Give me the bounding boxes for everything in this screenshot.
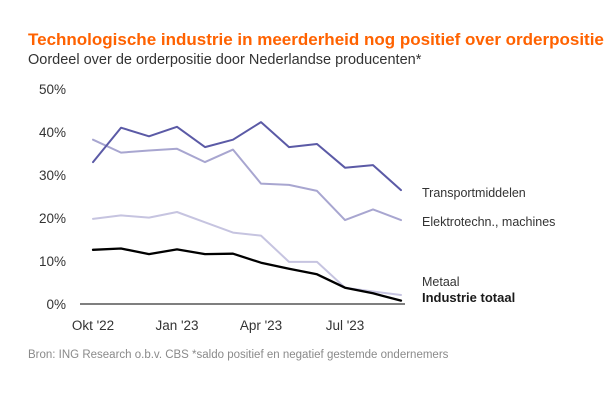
y-tick-label: 30% [39, 168, 66, 183]
chart-subtitle: Oordeel over de orderpositie door Nederl… [28, 52, 422, 68]
series-line-metaal [92, 211, 402, 296]
x-tick-label: Jan '23 [155, 318, 198, 333]
chart-title: Technologische industrie in meerderheid … [28, 30, 604, 49]
series-line-transportmiddelen [92, 121, 402, 192]
series-line-elektrotechn-machines [92, 138, 402, 222]
series-line-industrie-totaal [91, 247, 403, 302]
x-tick-label: Okt '22 [72, 318, 114, 333]
series-label: Industrie totaal [422, 290, 515, 305]
y-tick-label: 20% [39, 211, 66, 226]
series-label: Metaal [422, 275, 460, 289]
y-tick-label: 0% [46, 297, 66, 312]
y-tick-label: 40% [39, 125, 66, 140]
y-tick-label: 10% [39, 254, 66, 269]
x-tick-label: Apr '23 [240, 318, 282, 333]
series-label: Elektrotechn., machines [422, 215, 555, 229]
source-note: Bron: ING Research o.b.v. CBS *saldo pos… [28, 349, 449, 361]
series-label: Transportmiddelen [422, 186, 526, 200]
y-tick-label: 50% [39, 82, 66, 97]
x-tick-label: Jul '23 [326, 318, 365, 333]
